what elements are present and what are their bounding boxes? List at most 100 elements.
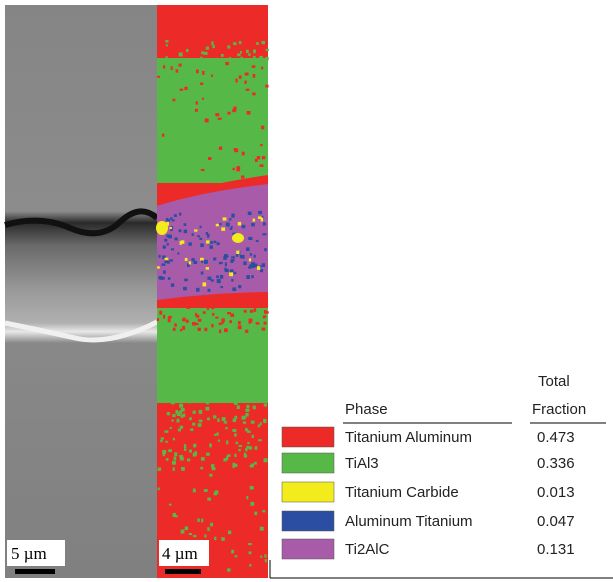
speckle: [186, 320, 189, 323]
speckle: [158, 488, 160, 491]
speckle: [247, 431, 251, 433]
speckle: [230, 313, 234, 316]
speckle: [234, 272, 237, 275]
speckle: [229, 320, 232, 323]
speckle: [223, 78, 225, 80]
speckle: [255, 159, 258, 162]
speckle: [259, 56, 262, 59]
speckle: [176, 69, 179, 72]
speckle: [246, 496, 248, 499]
speckle: [216, 432, 218, 435]
speckle: [220, 286, 223, 288]
speckle: [206, 47, 209, 50]
speckle: [233, 107, 236, 111]
speckle: [171, 248, 174, 250]
speckle: [226, 77, 228, 81]
speckle: [234, 433, 237, 436]
speckle: [212, 467, 216, 470]
speckle: [181, 396, 183, 399]
speckle: [179, 64, 182, 67]
speckle: [214, 434, 217, 436]
speckle: [234, 454, 236, 457]
speckle: [164, 239, 167, 242]
speckle: [198, 328, 201, 331]
speckle: [236, 251, 239, 254]
speckle: [233, 419, 236, 422]
speckle: [189, 533, 192, 535]
speckle: [180, 89, 184, 91]
speckle: [172, 461, 176, 465]
speckle: [239, 41, 242, 44]
speckle: [229, 272, 233, 276]
speckle: [186, 306, 190, 309]
speckle: [173, 467, 175, 471]
speckle: [159, 255, 161, 258]
speckle: [226, 223, 230, 227]
speckle: [265, 85, 268, 88]
speckle: [231, 226, 233, 228]
speckle: [168, 449, 172, 452]
speckle: [179, 404, 183, 408]
speckle: [162, 134, 164, 137]
speckle: [210, 523, 213, 527]
speckle: [255, 446, 258, 449]
speckle: [212, 313, 214, 316]
speckle: [218, 440, 220, 442]
speckle: [190, 428, 193, 430]
speckle: [234, 148, 237, 150]
speckle: [262, 41, 266, 44]
speckle: [247, 111, 251, 115]
speckle: [165, 40, 168, 42]
speckle: [208, 157, 211, 160]
speckle: [219, 223, 221, 225]
speckle: [207, 527, 210, 531]
speckle: [258, 211, 262, 214]
speckle: [235, 79, 237, 83]
speckle: [195, 109, 198, 112]
speckle: [207, 308, 209, 310]
speckle: [161, 277, 165, 280]
speckle: [238, 285, 241, 288]
speckle: [260, 144, 262, 146]
speckle: [229, 218, 231, 220]
speckle: [264, 248, 267, 251]
speckle: [193, 261, 197, 264]
speckle: [162, 450, 166, 454]
speckle: [201, 457, 205, 461]
speckle: [163, 454, 165, 456]
speckle: [181, 408, 185, 412]
speckle: [157, 318, 159, 321]
speckle: [163, 245, 166, 248]
fraction: 0.336: [537, 455, 575, 472]
speckle: [227, 112, 230, 115]
speckle: [160, 440, 162, 443]
speckle: [166, 44, 168, 46]
speckle: [171, 401, 175, 404]
speckle: [239, 445, 242, 447]
speckle: [204, 328, 207, 331]
speckle: [166, 234, 169, 237]
speckle: [177, 419, 180, 423]
speckle: [196, 288, 199, 292]
fraction: 0.473: [537, 429, 575, 446]
speckle: [251, 223, 255, 226]
speckle: [248, 237, 252, 240]
speckle: [174, 452, 177, 456]
speckle: [193, 535, 196, 537]
speckle: [244, 81, 246, 84]
speckle: [171, 283, 174, 286]
speckle: [196, 315, 200, 318]
speckle: [263, 419, 266, 423]
speckle: [189, 401, 192, 403]
speckle: [246, 50, 249, 53]
speckle: [197, 235, 200, 237]
speckle: [164, 261, 167, 263]
speckle: [172, 99, 175, 101]
swatch: [282, 511, 334, 531]
speckle: [261, 218, 263, 222]
speckle: [251, 275, 253, 278]
speckle: [262, 263, 265, 267]
speckle: [210, 241, 212, 244]
speckle: [209, 443, 212, 447]
speckle: [253, 219, 256, 222]
